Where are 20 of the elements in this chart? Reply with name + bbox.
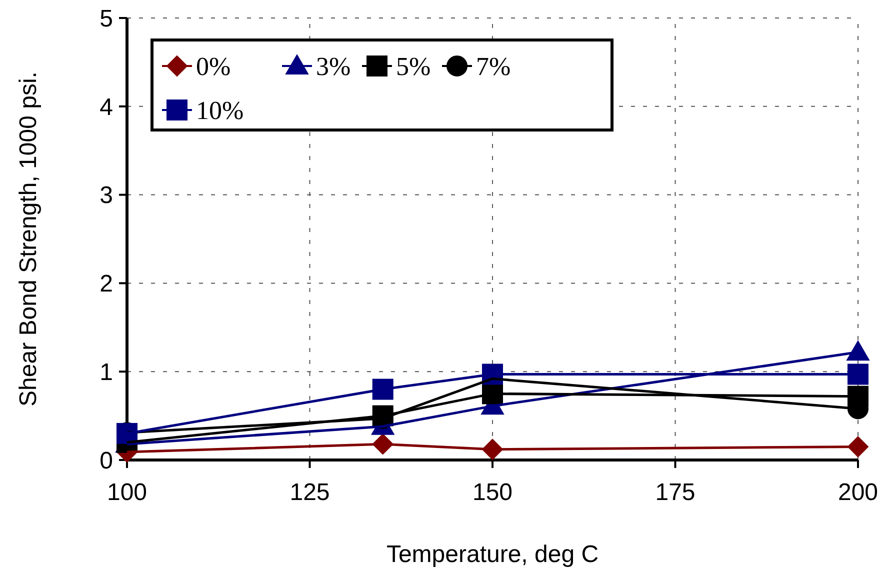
legend-label: 0% (196, 52, 231, 82)
x-tick-label: 150 (472, 479, 513, 506)
point (848, 364, 868, 385)
y-tick-label: 3 (100, 182, 113, 210)
y-tick-label: 4 (100, 94, 113, 121)
legend-label: 5% (396, 52, 431, 82)
y-tick-label: 1 (100, 359, 113, 386)
y-tick-label: 5 (100, 5, 113, 32)
x-tick-label: 100 (106, 479, 148, 506)
y-tick-label: 2 (100, 270, 113, 298)
x-tick-label: 175 (655, 479, 696, 506)
x-tick-label: 125 (290, 479, 330, 506)
y-tick-label: 0 (100, 447, 113, 474)
x-tick-label: 200 (838, 479, 878, 506)
legend-label: 3% (316, 52, 351, 82)
legend-label: 7% (476, 52, 511, 82)
y-axis-title: Shear Bond Strength, 1000 psi. (15, 72, 42, 406)
x-axis-title: Temperature, deg C (386, 541, 599, 568)
point (846, 340, 870, 361)
legend-label: 10% (196, 96, 244, 126)
